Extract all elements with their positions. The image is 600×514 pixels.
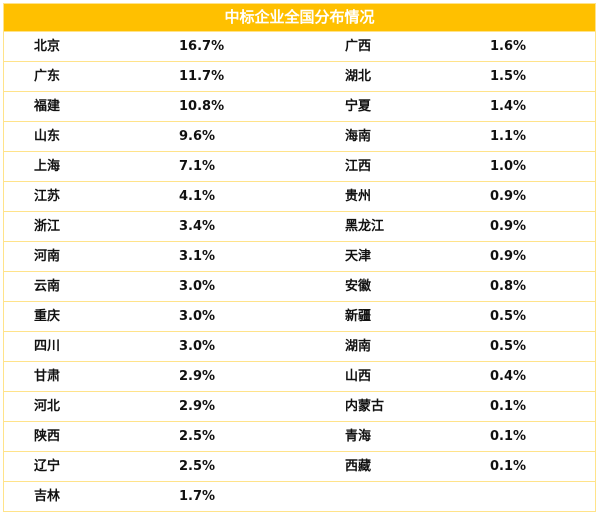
province-share: 0.9%	[490, 219, 527, 234]
province-share: 0.8%	[490, 279, 527, 294]
province-name: 湖南	[345, 339, 372, 354]
province-name: 新疆	[345, 309, 372, 324]
province-name: 山西	[345, 369, 372, 384]
province-name: 北京	[34, 39, 61, 54]
province-share: 4.1%	[179, 189, 216, 204]
table-title: 中标企业全国分布情况	[4, 4, 595, 31]
province-share: 0.5%	[490, 309, 527, 324]
table-row: 河北 2.9% 内蒙古 0.1%	[4, 391, 595, 421]
province-name: 内蒙古	[345, 399, 385, 414]
table-row: 广东 11.7% 湖北 1.5%	[4, 61, 595, 91]
province-share: 10.8%	[179, 99, 225, 114]
table-row: 吉林 1.7%	[4, 481, 595, 511]
province-name: 福建	[34, 99, 61, 114]
province-name: 广东	[34, 69, 61, 84]
province-name: 山东	[34, 129, 61, 144]
province-share: 0.1%	[490, 429, 527, 444]
province-name: 青海	[345, 429, 372, 444]
province-name: 江西	[345, 159, 372, 174]
table-row: 陕西 2.5% 青海 0.1%	[4, 421, 595, 451]
province-share: 0.4%	[490, 369, 527, 384]
distribution-table: 中标企业全国分布情况 北京 16.7% 广西 1.6% 广东 11.7% 湖北 1.5% 福建 1…	[3, 3, 596, 512]
province-share: 2.9%	[179, 399, 216, 414]
province-share: 3.0%	[179, 279, 216, 294]
province-share: 1.5%	[490, 69, 527, 84]
province-share: 1.0%	[490, 159, 527, 174]
province-name: 宁夏	[345, 99, 372, 114]
province-share: 16.7%	[179, 39, 225, 54]
table-row: 云南 3.0% 安徽 0.8%	[4, 271, 595, 301]
table-row: 江苏 4.1% 贵州 0.9%	[4, 181, 595, 211]
province-name: 甘肃	[34, 369, 61, 384]
province-share: 3.0%	[179, 309, 216, 324]
province-share: 2.9%	[179, 369, 216, 384]
province-share: 1.6%	[490, 39, 527, 54]
province-name: 吉林	[34, 489, 61, 504]
province-name: 湖北	[345, 69, 372, 84]
province-share: 0.5%	[490, 339, 527, 354]
province-share: 2.5%	[179, 429, 216, 444]
province-share: 0.1%	[490, 399, 527, 414]
province-name: 云南	[34, 279, 61, 294]
province-name: 天津	[345, 249, 372, 264]
province-share: 1.1%	[490, 129, 527, 144]
province-share: 3.0%	[179, 339, 216, 354]
table-row: 重庆 3.0% 新疆 0.5%	[4, 301, 595, 331]
province-share: 9.6%	[179, 129, 216, 144]
province-name: 黑龙江	[345, 219, 385, 234]
province-share: 2.5%	[179, 459, 216, 474]
table-row: 辽宁 2.5% 西藏 0.1%	[4, 451, 595, 481]
table-row: 山东 9.6% 海南 1.1%	[4, 121, 595, 151]
province-name: 辽宁	[34, 459, 61, 474]
province-name: 海南	[345, 129, 372, 144]
table-row: 上海 7.1% 江西 1.0%	[4, 151, 595, 181]
table-row: 浙江 3.4% 黑龙江 0.9%	[4, 211, 595, 241]
table-row: 北京 16.7% 广西 1.6%	[4, 31, 595, 61]
province-share: 3.1%	[179, 249, 216, 264]
table-row: 甘肃 2.9% 山西 0.4%	[4, 361, 595, 391]
province-share: 0.9%	[490, 249, 527, 264]
province-share: 1.7%	[179, 489, 216, 504]
province-name: 西藏	[345, 459, 372, 474]
province-share: 11.7%	[179, 69, 225, 84]
table-row: 福建 10.8% 宁夏 1.4%	[4, 91, 595, 121]
province-share: 7.1%	[179, 159, 216, 174]
province-share: 3.4%	[179, 219, 216, 234]
province-name: 广西	[345, 39, 372, 54]
province-share: 0.9%	[490, 189, 527, 204]
province-name: 安徽	[345, 279, 372, 294]
table-row: 四川 3.0% 湖南 0.5%	[4, 331, 595, 361]
province-name: 陕西	[34, 429, 61, 444]
province-name: 河北	[34, 399, 61, 414]
province-share: 0.1%	[490, 459, 527, 474]
province-name: 浙江	[34, 219, 61, 234]
province-name: 江苏	[34, 189, 61, 204]
province-share: 1.4%	[490, 99, 527, 114]
province-name: 河南	[34, 249, 61, 264]
table-row: 河南 3.1% 天津 0.9%	[4, 241, 595, 271]
province-name: 贵州	[345, 189, 372, 204]
province-name: 上海	[34, 159, 61, 174]
province-name: 重庆	[34, 309, 61, 324]
province-name: 四川	[34, 339, 61, 354]
